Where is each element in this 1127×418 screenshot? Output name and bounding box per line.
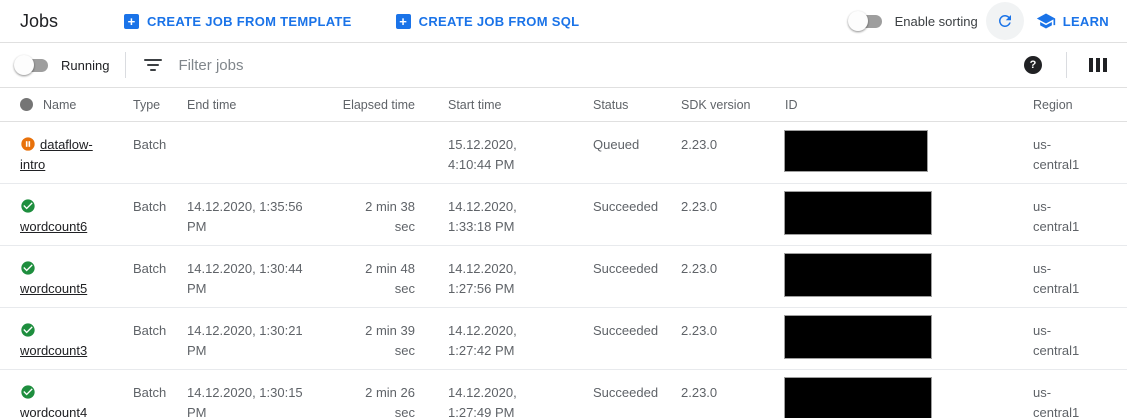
check-circle-icon — [21, 385, 35, 399]
cell-elapsed-time: 2 min 48 sec — [365, 261, 415, 296]
help-icon[interactable]: ? — [1024, 56, 1042, 74]
cell-region: us-central1 — [1033, 261, 1080, 296]
cell-type: Batch — [133, 137, 167, 152]
refresh-icon — [998, 14, 1011, 27]
cell-status: Succeeded — [593, 199, 659, 214]
pause-circle-icon — [21, 137, 35, 151]
learn-button[interactable]: LEARN — [1034, 7, 1111, 35]
cell-sdk-version: 2.23.0 — [681, 323, 718, 338]
page-title: Jobs — [20, 10, 59, 31]
column-header-end-time[interactable]: End time — [187, 97, 237, 112]
create-job-from-sql-button[interactable]: + CREATE JOB FROM SQL — [392, 8, 584, 35]
column-header-region[interactable]: Region — [1033, 97, 1073, 112]
plus-icon: + — [124, 13, 140, 29]
job-link-wordcount4[interactable]: wordcount4 — [20, 383, 106, 418]
column-header-start-time[interactable]: Start time — [448, 97, 502, 112]
cell-type: Batch — [133, 199, 167, 214]
cell-type: Batch — [133, 323, 167, 338]
status-legend-circle-icon — [20, 98, 33, 111]
redacted-job-id — [784, 377, 932, 418]
refresh-button[interactable] — [985, 2, 1024, 40]
cell-start-time: 14.12.2020, 1:27:42 PM — [448, 323, 517, 358]
divider — [1066, 52, 1067, 78]
check-circle-icon — [21, 323, 35, 337]
table-row: wordcount4 Batch 14.12.2020, 1:30:15 PM … — [0, 370, 1127, 418]
create-job-from-template-label: CREATE JOB FROM TEMPLATE — [147, 13, 352, 29]
running-label: Running — [61, 57, 110, 73]
job-link-wordcount5[interactable]: wordcount5 — [20, 259, 106, 299]
jobs-table: Name Type End time Elapsed time Start ti… — [0, 88, 1127, 418]
cell-region: us-central1 — [1033, 385, 1080, 418]
check-circle-icon — [21, 261, 35, 275]
cell-start-time: 14.12.2020, 1:27:49 PM — [448, 385, 517, 418]
page-header: Jobs + CREATE JOB FROM TEMPLATE + CREATE… — [0, 0, 1127, 43]
cell-start-time: 15.12.2020, 4:10:44 PM — [448, 137, 517, 172]
cell-end-time: 14.12.2020, 1:30:15 PM — [187, 385, 303, 418]
table-row: wordcount5 Batch 14.12.2020, 1:30:44 PM … — [0, 246, 1127, 308]
cell-status: Succeeded — [593, 385, 659, 400]
cell-status: Queued — [593, 137, 640, 152]
redacted-job-id — [784, 130, 928, 172]
enable-sorting-label: Enable sorting — [894, 13, 978, 29]
cell-sdk-version: 2.23.0 — [681, 137, 718, 152]
column-header-elapsed-time[interactable]: Elapsed time — [342, 97, 415, 112]
table-row: wordcount3 Batch 14.12.2020, 1:30:21 PM … — [0, 308, 1127, 370]
cell-status: Succeeded — [593, 323, 659, 338]
cell-sdk-version: 2.23.0 — [681, 199, 718, 214]
job-link-wordcount3[interactable]: wordcount3 — [20, 321, 106, 361]
cell-region: us-central1 — [1033, 323, 1080, 358]
create-job-from-sql-label: CREATE JOB FROM SQL — [418, 13, 580, 29]
cell-end-time — [187, 135, 324, 175]
school-icon — [1036, 13, 1055, 29]
cell-status: Succeeded — [593, 261, 659, 276]
table-row: dataflow-intro Batch 15.12.2020, 4:10:44… — [0, 122, 1127, 184]
create-job-from-template-button[interactable]: + CREATE JOB FROM TEMPLATE — [120, 8, 356, 35]
cell-end-time: 14.12.2020, 1:35:56 PM — [187, 199, 303, 234]
enable-sorting-toggle[interactable] — [847, 11, 885, 31]
running-toggle[interactable] — [14, 55, 51, 75]
cell-elapsed-time: 2 min 26 sec — [365, 385, 415, 418]
cell-elapsed-time: 2 min 39 sec — [365, 323, 415, 358]
table-row: wordcount6 Batch 14.12.2020, 1:35:56 PM … — [0, 184, 1127, 246]
cell-region: us-central1 — [1033, 199, 1080, 234]
filter-list-icon — [144, 59, 163, 71]
cell-end-time: 14.12.2020, 1:30:21 PM — [187, 323, 303, 358]
divider — [125, 52, 127, 78]
cell-type: Batch — [133, 385, 167, 400]
toggle-knob-icon — [14, 55, 34, 75]
cell-start-time: 14.12.2020, 1:27:56 PM — [448, 261, 517, 296]
toggle-knob-icon — [847, 11, 868, 31]
column-header-name[interactable]: Name — [43, 97, 77, 112]
table-header-row: Name Type End time Elapsed time Start ti… — [0, 88, 1127, 122]
redacted-job-id — [784, 191, 932, 235]
cell-region: us-central1 — [1033, 137, 1080, 172]
plus-icon: + — [395, 13, 411, 29]
cell-elapsed-time: 2 min 38 sec — [365, 199, 415, 234]
job-link-dataflow-intro[interactable]: dataflow-intro — [20, 137, 93, 172]
filter-jobs-input[interactable] — [178, 56, 1024, 74]
redacted-job-id — [784, 253, 932, 297]
learn-label: LEARN — [1062, 13, 1109, 29]
cell-end-time: 14.12.2020, 1:30:44 PM — [187, 261, 303, 296]
job-link-wordcount6[interactable]: wordcount6 — [20, 197, 106, 237]
cell-start-time: 14.12.2020, 1:33:18 PM — [448, 199, 517, 234]
check-circle-icon — [21, 199, 35, 213]
filter-bar: Running ? — [0, 43, 1127, 88]
cell-type: Batch — [133, 261, 167, 276]
column-display-options-icon[interactable] — [1087, 56, 1109, 74]
column-header-type[interactable]: Type — [133, 97, 161, 112]
redacted-job-id — [784, 315, 932, 359]
column-header-status[interactable]: Status — [593, 97, 629, 112]
column-header-id[interactable]: ID — [785, 97, 798, 112]
cell-sdk-version: 2.23.0 — [681, 385, 718, 400]
column-header-sdk-version[interactable]: SDK version — [681, 97, 751, 112]
cell-sdk-version: 2.23.0 — [681, 261, 718, 276]
